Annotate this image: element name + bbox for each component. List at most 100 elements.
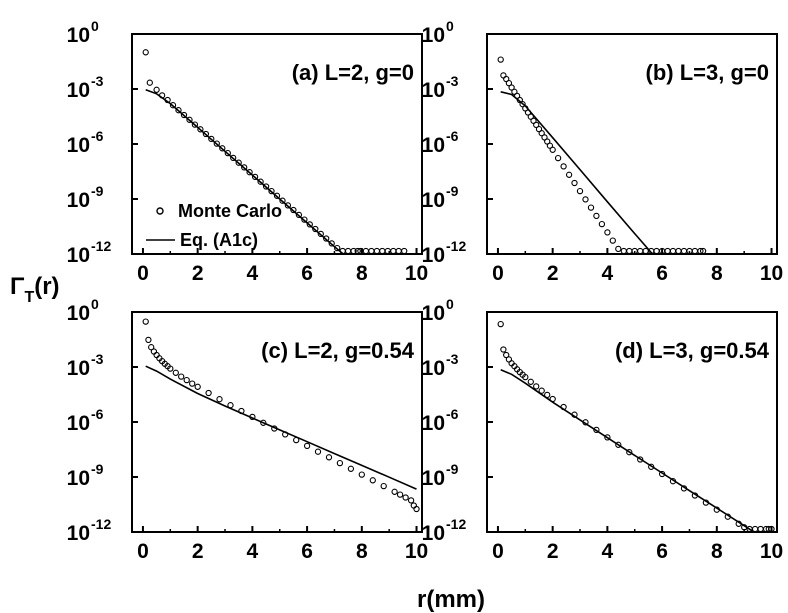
mc-point	[396, 491, 404, 498]
x-tick-label: 10	[760, 262, 783, 285]
x-tick-label: 6	[301, 540, 313, 563]
mc-point	[262, 183, 270, 190]
mc-point	[407, 497, 415, 504]
mc-point	[582, 196, 589, 203]
mc-point	[549, 146, 556, 153]
mc-point	[153, 86, 160, 93]
y-tick-exponent: -12	[446, 238, 466, 254]
mc-point	[268, 187, 275, 195]
mc-point	[395, 247, 402, 255]
mc-point	[235, 159, 242, 166]
mc-point	[497, 56, 504, 63]
x-tick-label: 4	[247, 540, 259, 563]
legend-marker	[156, 207, 164, 215]
mc-point	[145, 336, 152, 344]
x-tick-label: 2	[547, 262, 559, 285]
mc-point	[609, 237, 616, 244]
mc-point	[295, 211, 303, 219]
panel-title: (d) L=3, g=0.54	[615, 338, 770, 363]
mc-point	[312, 225, 319, 233]
mc-point	[178, 373, 185, 380]
y-tick-label: 10	[67, 189, 90, 212]
mc-point	[626, 449, 633, 456]
mc-point	[290, 206, 297, 214]
mc-point	[604, 434, 611, 441]
mc-point	[522, 373, 529, 381]
mc-point	[142, 318, 149, 325]
mc-point	[503, 351, 510, 359]
mc-point	[413, 505, 420, 513]
y-tick-exponent: -6	[446, 128, 459, 144]
y-tick-label: 10	[67, 302, 90, 325]
model-curve	[145, 89, 345, 254]
mc-point	[560, 163, 567, 170]
mc-point	[500, 72, 507, 79]
mc-point	[194, 383, 201, 390]
mc-point	[768, 525, 775, 533]
mc-point	[350, 247, 357, 255]
mc-point	[251, 173, 259, 181]
mc-point	[191, 121, 199, 128]
mc-point	[391, 488, 398, 495]
mc-point	[615, 441, 622, 448]
y-tick-label: 10	[67, 24, 90, 47]
mc-point	[146, 79, 153, 86]
x-tick-label: 6	[656, 540, 668, 563]
mc-point	[202, 130, 210, 138]
y-tick-exponent: -12	[91, 238, 111, 254]
mc-point	[571, 179, 578, 187]
x-tick-label: 2	[192, 262, 204, 285]
mc-point	[241, 164, 248, 171]
mc-point	[604, 229, 611, 236]
mc-point	[554, 154, 562, 162]
y-tick-label: 10	[422, 302, 445, 325]
mc-point	[216, 396, 223, 403]
y-tick-label: 10	[422, 522, 445, 545]
y-tick-label: 10	[67, 412, 90, 435]
x-tick-label: 4	[602, 540, 614, 563]
mc-point	[328, 240, 335, 247]
y-tick-exponent: -9	[446, 183, 459, 199]
x-tick-label: 0	[137, 262, 149, 285]
mc-point	[317, 230, 324, 238]
mc-point	[197, 126, 204, 133]
x-tick-label: 6	[301, 262, 313, 285]
y-tick-label: 10	[422, 134, 445, 157]
x-tick-label: 0	[492, 540, 504, 563]
mc-point	[358, 471, 365, 478]
y-tick-exponent: 0	[446, 296, 454, 312]
mc-point	[362, 247, 370, 255]
mc-point	[598, 220, 606, 228]
x-tick-label: 4	[247, 262, 259, 285]
mc-point	[697, 247, 704, 255]
mc-point	[587, 204, 595, 211]
mc-point	[637, 456, 644, 463]
mc-point	[344, 247, 352, 255]
y-tick-exponent: -3	[446, 73, 459, 89]
mc-point	[368, 247, 375, 255]
x-tick-label: 0	[492, 262, 504, 285]
mc-point	[380, 482, 387, 490]
mc-point	[527, 378, 534, 385]
y-tick-label: 10	[422, 189, 445, 212]
mc-point	[172, 369, 179, 376]
x-tick-label: 2	[192, 540, 204, 563]
mc-point	[273, 192, 281, 199]
mc-point	[691, 247, 699, 255]
mc-point	[257, 178, 264, 185]
mc-point	[546, 142, 554, 149]
mc-point	[533, 121, 540, 129]
y-tick-label: 10	[422, 467, 445, 490]
y-tick-exponent: -9	[446, 461, 459, 477]
mc-point	[669, 247, 677, 255]
mc-point	[224, 149, 231, 157]
y-tick-exponent: -12	[91, 516, 111, 532]
mc-point	[169, 102, 177, 109]
mc-point	[653, 247, 660, 255]
x-tick-label: 10	[405, 540, 428, 563]
y-tick-exponent: -6	[446, 406, 459, 422]
mc-point	[757, 525, 764, 533]
mc-point	[576, 187, 584, 195]
